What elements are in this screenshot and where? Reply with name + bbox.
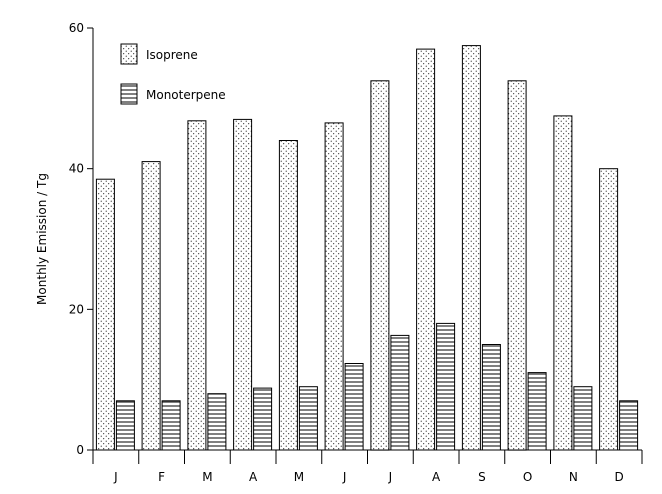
bar-monoterpene-7 [390, 334, 410, 451]
x-tick-label: O [523, 470, 532, 484]
bar-monoterpene-9 [481, 344, 501, 451]
x-tick-label: J [113, 470, 118, 484]
y-tick-label: 40 [69, 162, 84, 176]
bar-monoterpene-3 [207, 393, 227, 451]
x-tick-label: A [432, 470, 441, 484]
legend-label-isoprene: Isoprene [146, 48, 198, 62]
x-tick-label: A [249, 470, 258, 484]
bar-isoprene-2 [141, 161, 161, 451]
x-tick-label: D [615, 470, 624, 484]
bar-monoterpene-4 [253, 387, 273, 451]
x-tick-label: M [202, 470, 212, 484]
x-tick-label: J [342, 470, 347, 484]
legend-swatch-monoterpene [120, 83, 138, 105]
x-tick-label: J [388, 470, 393, 484]
bar-monoterpene-5 [298, 386, 318, 451]
x-tick-label: N [569, 470, 578, 484]
legend-swatch-isoprene [120, 43, 138, 65]
bar-isoprene-9 [461, 45, 481, 451]
x-tick-label: M [294, 470, 304, 484]
y-tick-label: 60 [69, 21, 84, 35]
bar-monoterpene-2 [161, 400, 181, 451]
bar-isoprene-7 [370, 80, 390, 451]
x-tick-label: F [158, 470, 165, 484]
y-axis-title: Monthly Emission / Tg [35, 173, 49, 305]
y-tick-label: 20 [69, 302, 84, 316]
bar-isoprene-8 [416, 48, 436, 451]
bar-monoterpene-10 [527, 372, 547, 451]
bar-isoprene-12 [599, 168, 619, 451]
bars-layer [95, 45, 639, 451]
bar-monoterpene-8 [436, 322, 456, 451]
y-ticks: 0 20 40 60 [69, 21, 93, 457]
y-tick-label: 0 [76, 443, 84, 457]
bar-isoprene-11 [553, 115, 573, 451]
legend-label-monoterpene: Monoterpene [146, 88, 226, 102]
bar-isoprene-5 [278, 140, 298, 451]
bar-monoterpene-6 [344, 363, 364, 451]
bar-isoprene-1 [95, 178, 115, 451]
bar-monoterpene-11 [573, 386, 593, 451]
legend: Isoprene Monoterpene [120, 43, 226, 105]
bar-isoprene-6 [324, 122, 344, 451]
bar-isoprene-4 [233, 118, 253, 451]
bar-isoprene-10 [507, 80, 527, 451]
bar-isoprene-3 [187, 120, 207, 451]
bar-monoterpene-1 [115, 400, 135, 451]
x-tick-label: S [478, 470, 486, 484]
bar-monoterpene-12 [619, 400, 639, 451]
